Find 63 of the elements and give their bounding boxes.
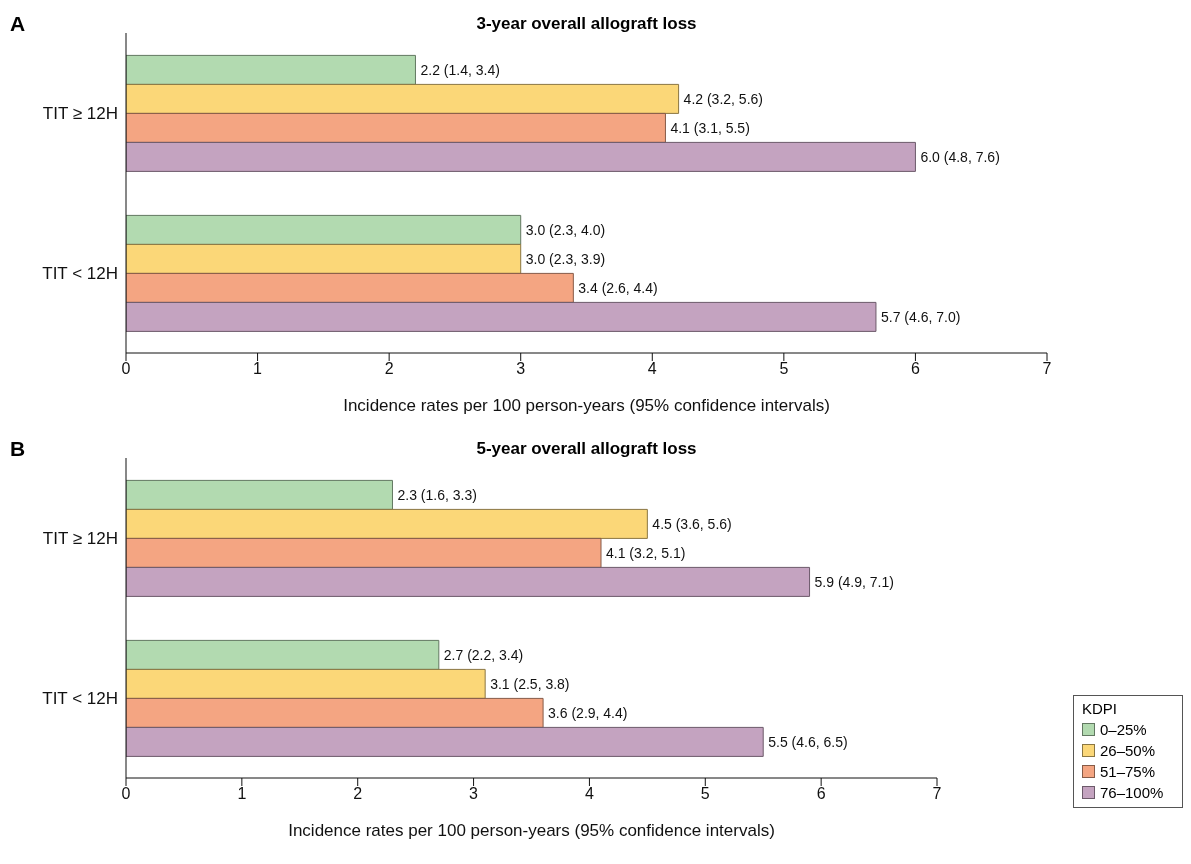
legend-title: KDPI bbox=[1082, 700, 1118, 717]
data-label: 5.5 (4.6, 6.5) bbox=[768, 733, 848, 750]
data-label: 4.5 (3.6, 5.6) bbox=[652, 515, 732, 532]
bar bbox=[126, 214, 522, 245]
x-tick-label: 4 bbox=[647, 360, 657, 378]
bar bbox=[126, 479, 393, 510]
x-tick-label: 6 bbox=[910, 360, 920, 378]
data-label: 5.9 (4.9, 7.1) bbox=[814, 573, 894, 590]
x-tick-label: 2 bbox=[353, 785, 363, 803]
bar bbox=[126, 697, 544, 728]
bar bbox=[126, 272, 574, 303]
x-tick-label: 3 bbox=[469, 785, 479, 803]
x-tick-label: 1 bbox=[237, 785, 247, 803]
x-tick-label: 2 bbox=[384, 360, 394, 378]
bar bbox=[126, 243, 522, 274]
legend-label: 26–50% bbox=[1100, 741, 1156, 761]
y-tick-label: TIT < 12H bbox=[42, 264, 118, 284]
data-label: 3.0 (2.3, 3.9) bbox=[525, 250, 606, 267]
text: B bbox=[10, 437, 26, 461]
bar bbox=[126, 508, 648, 539]
data-label: 4.1 (3.1, 5.5) bbox=[670, 119, 750, 136]
data-label: 2.3 (1.6, 3.3) bbox=[397, 486, 477, 503]
data-label: 4.2 (3.2, 5.6) bbox=[683, 90, 763, 107]
data-label: 2.7 (2.2, 3.4) bbox=[443, 646, 524, 663]
x-tick-label: 1 bbox=[253, 360, 263, 378]
x-tick-label: 6 bbox=[816, 785, 826, 803]
bar bbox=[126, 639, 440, 670]
bar bbox=[126, 112, 666, 143]
x-tick-label: 0 bbox=[121, 360, 131, 378]
bar bbox=[126, 54, 416, 85]
bar bbox=[126, 83, 680, 114]
x-tick-label: 7 bbox=[1042, 360, 1052, 378]
x-tick-label: 4 bbox=[584, 785, 594, 803]
x-axis-title: Incidence rates per 100 person-years (95% confidence intervals) bbox=[343, 396, 830, 415]
y-tick-label: TIT ≥ 12H bbox=[42, 104, 118, 124]
y-tick-label: TIT < 12H bbox=[42, 689, 118, 709]
data-label: 3.0 (2.3, 4.0) bbox=[525, 221, 606, 238]
data-label: 3.1 (2.5, 3.8) bbox=[490, 675, 570, 692]
legend-label: 0–25% bbox=[1100, 720, 1147, 740]
data-label: 3.4 (2.6, 4.4) bbox=[578, 279, 658, 296]
legend-label: 76–100% bbox=[1100, 783, 1164, 803]
bar bbox=[126, 301, 877, 332]
data-label: 2.2 (1.4, 3.4) bbox=[420, 61, 500, 78]
bar bbox=[126, 566, 811, 597]
legend-label: 51–75% bbox=[1100, 762, 1156, 782]
x-tick-label: 5 bbox=[779, 360, 789, 378]
data-label: 5.7 (4.6, 7.0) bbox=[880, 308, 961, 325]
x-tick-label: 7 bbox=[932, 785, 942, 803]
chart-title: 3-year overall allograft loss bbox=[475, 14, 698, 34]
bar bbox=[126, 141, 916, 172]
x-tick-label: 3 bbox=[516, 360, 526, 378]
bar bbox=[126, 726, 764, 757]
x-tick-label: 0 bbox=[121, 785, 131, 803]
y-tick-label: TIT ≥ 12H bbox=[42, 529, 118, 549]
data-label: 4.1 (3.2, 5.1) bbox=[606, 544, 686, 561]
bar bbox=[126, 537, 602, 568]
x-tick-label: 5 bbox=[700, 785, 710, 803]
text: A bbox=[10, 12, 26, 36]
bar bbox=[126, 668, 486, 699]
data-label: 3.6 (2.9, 4.4) bbox=[548, 704, 628, 721]
chart-title: 5-year overall allograft loss bbox=[475, 439, 698, 459]
data-label: 6.0 (4.8, 7.6) bbox=[920, 148, 1000, 165]
x-axis-title: Incidence rates per 100 person-years (95% confidence intervals) bbox=[288, 821, 775, 840]
